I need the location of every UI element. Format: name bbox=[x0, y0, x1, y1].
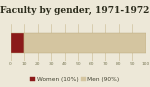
Text: Faculty by gender, 1971-1972: Faculty by gender, 1971-1972 bbox=[0, 6, 150, 15]
Legend: Women (10%), Men (90%): Women (10%), Men (90%) bbox=[28, 74, 122, 84]
Bar bbox=[24, 33, 146, 53]
Bar bbox=[11, 33, 24, 53]
